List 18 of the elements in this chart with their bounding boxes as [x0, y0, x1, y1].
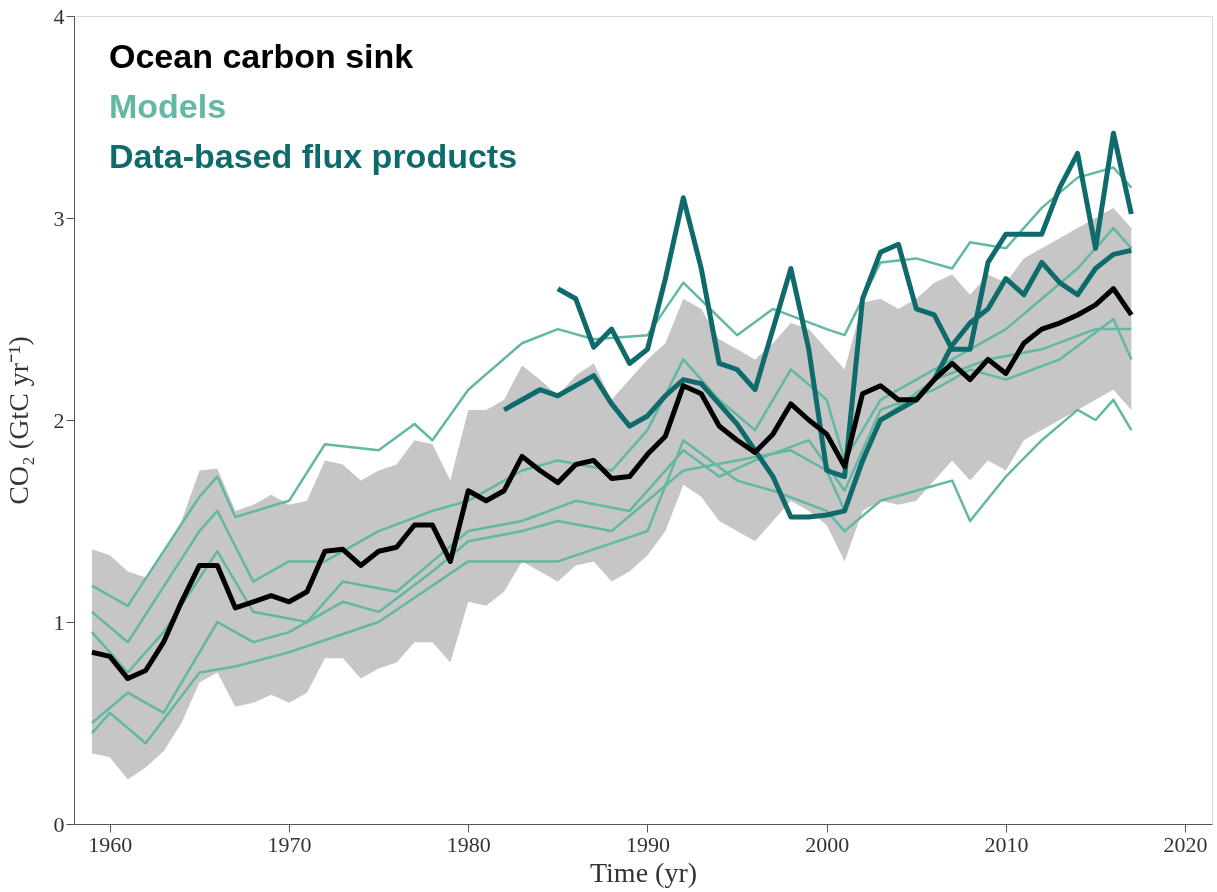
y-tick-label: 0 [53, 811, 65, 837]
y-tick-label: 3 [53, 205, 65, 231]
y-axis-title: CO₂ (GtC yr⁻¹) [2, 336, 34, 505]
x-tick-label: 2010 [984, 831, 1029, 857]
text: Data-based flux products [109, 137, 518, 175]
x-tick-label: 2020 [1163, 831, 1208, 857]
text: Ocean carbon sink [109, 37, 414, 75]
text: Models [109, 87, 227, 125]
y-tick-label: 1 [53, 609, 65, 635]
x-tick-label: 2000 [805, 831, 850, 857]
y-tick-label: 4 [53, 3, 65, 29]
x-tick-label: 1990 [625, 831, 670, 857]
x-tick-label: 1980 [446, 831, 491, 857]
x-tick-label: 1960 [88, 831, 133, 857]
y-tick-label: 2 [53, 407, 65, 433]
line-series [90, 226, 1133, 644]
x-axis-title: Time (yr) [589, 856, 698, 888]
x-tick-label: 1970 [267, 831, 312, 857]
